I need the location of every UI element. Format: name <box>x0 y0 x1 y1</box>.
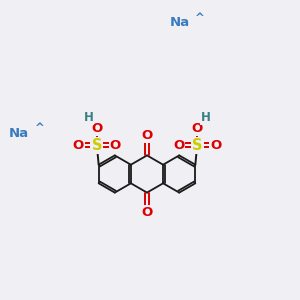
Text: O: O <box>91 122 102 135</box>
Text: H: H <box>201 111 211 124</box>
Text: ^: ^ <box>195 11 205 25</box>
Text: O: O <box>141 206 153 219</box>
Text: O: O <box>141 129 153 142</box>
Text: H: H <box>83 111 93 124</box>
Text: ^: ^ <box>34 122 44 136</box>
Text: S: S <box>92 138 102 153</box>
Text: O: O <box>210 139 221 152</box>
Text: O: O <box>173 139 184 152</box>
Text: O: O <box>110 139 121 152</box>
Text: S: S <box>192 138 202 153</box>
Text: O: O <box>73 139 84 152</box>
Text: Na: Na <box>169 16 190 29</box>
Text: O: O <box>192 122 203 135</box>
Text: Na: Na <box>9 127 29 140</box>
